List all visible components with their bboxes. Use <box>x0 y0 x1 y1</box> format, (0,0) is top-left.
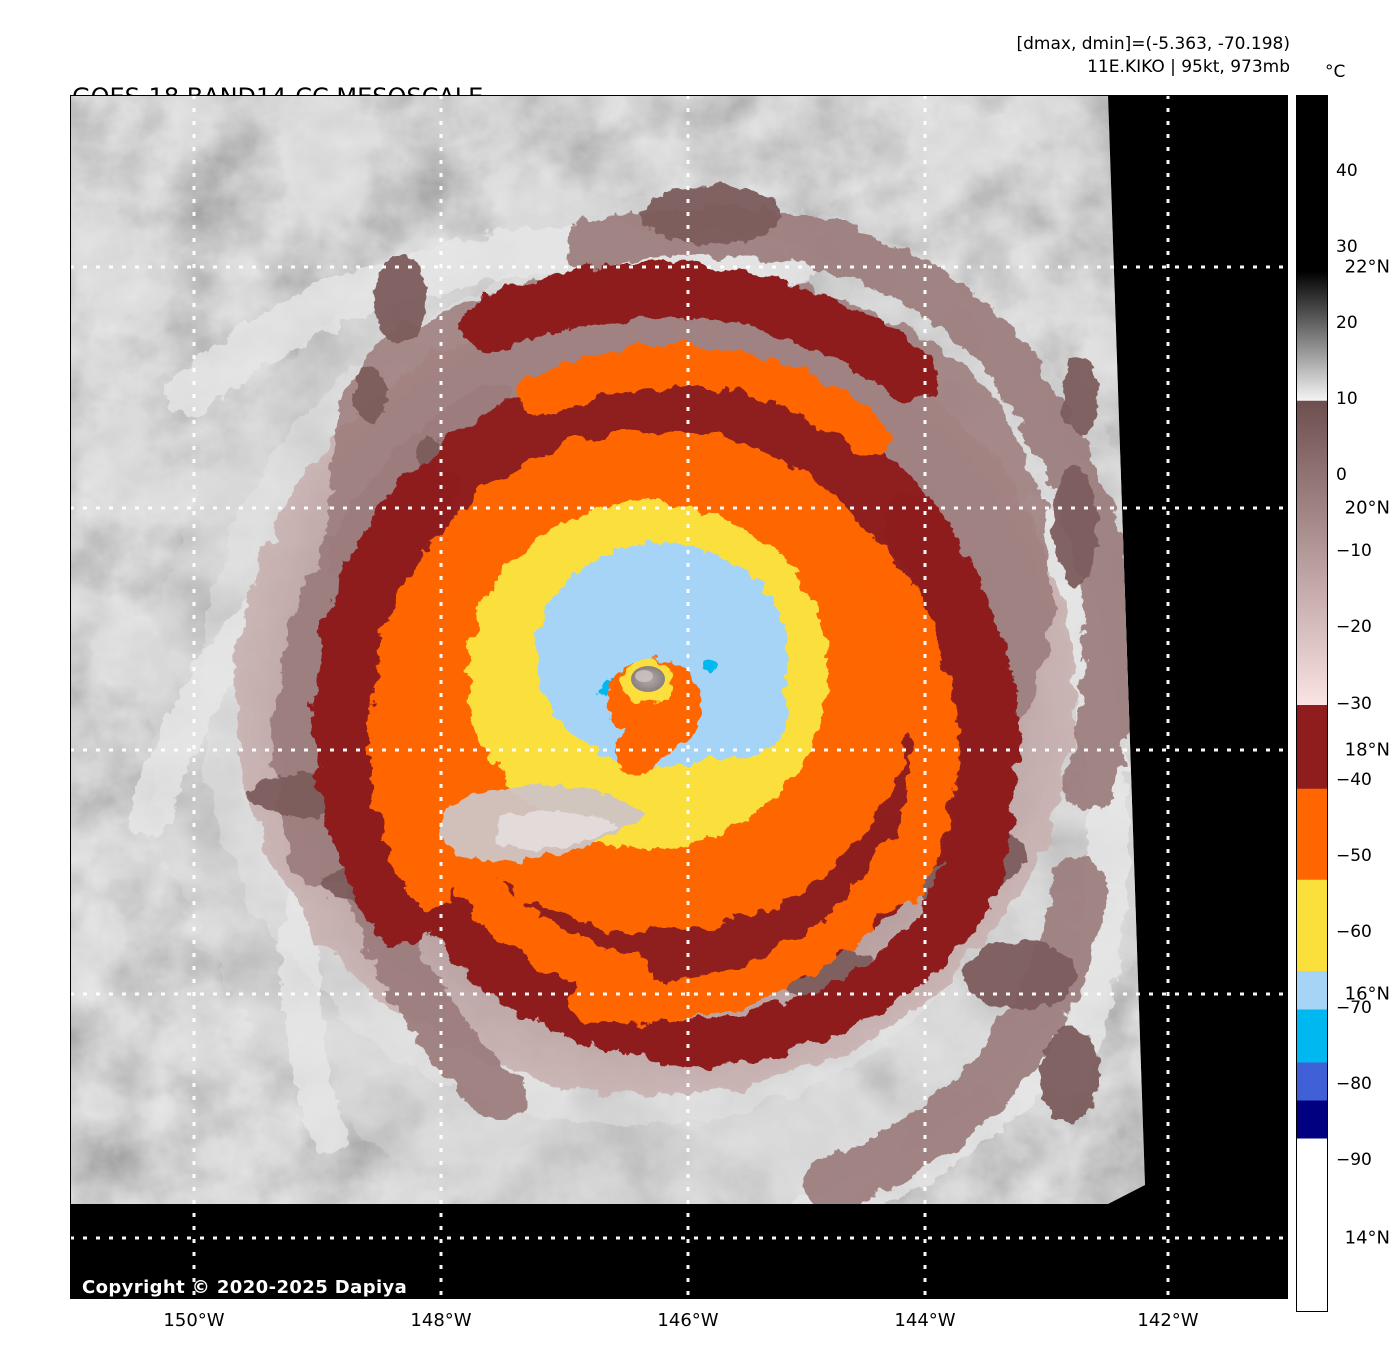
x-axis-tick-label: 144°W <box>894 1310 956 1331</box>
colorbar-segment <box>1297 1062 1327 1101</box>
colorbar-tick-label: −40 <box>1336 769 1372 790</box>
colorbar-unit-label: °C <box>1325 62 1346 82</box>
colorbar-segment <box>1297 1009 1327 1063</box>
colorbar-segment <box>1297 970 1327 973</box>
x-axis-tick-label: 146°W <box>657 1310 719 1331</box>
colorbar-segment <box>1297 1100 1327 1139</box>
satellite-image-plot[interactable] <box>70 95 1288 1299</box>
colorbar-segment <box>1297 971 1327 1010</box>
sw-warm-wedge <box>440 784 645 861</box>
colorbar-segment <box>1297 1061 1327 1064</box>
colorbar[interactable] <box>1296 95 1328 1312</box>
colorbar-tick-label: −50 <box>1336 845 1372 866</box>
colorbar-tick-label: 10 <box>1336 389 1358 410</box>
ir-data-layer <box>70 95 1145 1204</box>
colorbar-segment <box>1297 1138 1327 1311</box>
y-axis-tick-label: 22°N <box>1344 256 1390 278</box>
colorbar-segment <box>1297 401 1327 706</box>
x-axis-tick-label: 150°W <box>163 1310 225 1331</box>
colorbar-segment <box>1297 400 1327 402</box>
ir-imagery-svg <box>70 95 1288 1299</box>
colorbar-tick-label: −90 <box>1336 1149 1372 1170</box>
y-axis-tick-label: 16°N <box>1344 983 1390 1005</box>
colorbar-tick-label: 20 <box>1336 313 1358 334</box>
colorbar-segment <box>1297 879 1327 881</box>
colorbar-tick-label: −30 <box>1336 693 1372 714</box>
colorbar-tick-label: −70 <box>1336 997 1372 1018</box>
colorbar-segment <box>1297 788 1327 790</box>
y-axis-tick-label: 20°N <box>1344 497 1390 519</box>
colorbar-segment <box>1297 96 1327 272</box>
colorbar-segment <box>1297 1008 1327 1011</box>
colorbar-tick-label: 30 <box>1336 237 1358 258</box>
storm-info-label: 11E.KIKO | 95kt, 973mb <box>1087 57 1290 77</box>
colorbar-segment <box>1297 1100 1327 1102</box>
colorbar-tick-label: −80 <box>1336 1073 1372 1094</box>
colorbar-segment <box>1297 788 1327 881</box>
grid-lines <box>70 95 1288 1299</box>
orange-bands <box>368 344 956 1023</box>
colorbar-segment <box>1297 880 1327 972</box>
metadata-block: [dmax, dmin]=(-5.363, -70.198) 11E.KIKO … <box>1017 33 1291 79</box>
colorbar-segment <box>1297 270 1327 401</box>
dmax-dmin-label: [dmax, dmin]=(-5.363, -70.198) <box>1016 34 1291 54</box>
storm-eye <box>631 666 665 692</box>
colorbar-segment <box>1297 704 1327 706</box>
x-axis-tick-label: 142°W <box>1137 1310 1199 1331</box>
eyewall <box>606 659 703 776</box>
x-axis-tick-label: 148°W <box>410 1310 472 1331</box>
colorbar-segment <box>1297 1138 1327 1140</box>
colorbar-segment <box>1297 705 1327 789</box>
colorbar-tick-label: 40 <box>1336 161 1358 182</box>
y-axis-tick-label: 14°N <box>1344 1227 1390 1249</box>
y-axis-tick-label: 18°N <box>1344 739 1390 761</box>
colorbar-tick-label: −10 <box>1336 541 1372 562</box>
colorbar-tick-label: −20 <box>1336 617 1372 638</box>
copyright-label: Copyright © 2020-2025 Dapiya <box>82 1277 408 1298</box>
colorbar-tick-label: 0 <box>1336 465 1347 486</box>
colorbar-tick-label: −60 <box>1336 921 1372 942</box>
